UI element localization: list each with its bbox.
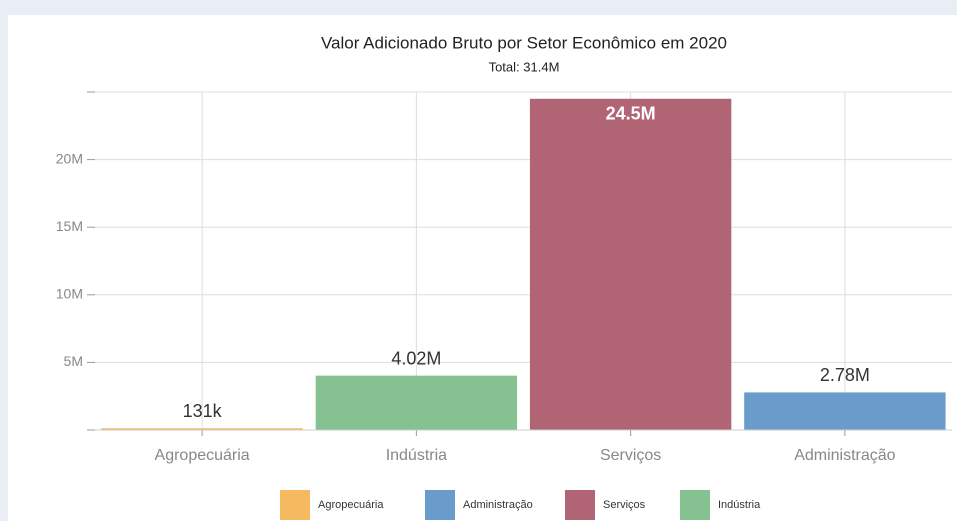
data-label: 24.5M [606, 104, 656, 124]
legend-swatch [680, 490, 710, 520]
legend-label: Indústria [718, 499, 761, 511]
legend-label: Agropecuária [318, 499, 384, 511]
data-label: 4.02M [391, 348, 441, 368]
y-tick-label: 5M [64, 353, 83, 369]
legend-swatch [425, 490, 455, 520]
x-tick-label: Serviços [600, 447, 661, 464]
y-tick-label: 15M [56, 218, 83, 234]
data-label: 2.78M [820, 365, 870, 385]
bar [101, 428, 303, 431]
legend-label: Administração [463, 499, 533, 511]
chart-title: Valor Adicionado Bruto por Setor Econômi… [321, 33, 727, 52]
legend-swatch [565, 490, 595, 520]
x-tick-label: Indústria [386, 447, 447, 464]
y-tick-label: 20M [56, 150, 83, 166]
legend-swatch [280, 490, 310, 520]
y-tick-label: 10M [56, 286, 83, 302]
chart-subtitle: Total: 31.4M [489, 59, 560, 74]
bar [744, 392, 946, 430]
bar [315, 375, 518, 430]
x-tick-label: Agropecuária [155, 447, 250, 464]
x-tick-label: Administração [794, 447, 895, 464]
bar [529, 98, 732, 430]
data-label: 131k [183, 401, 223, 421]
legend-label: Serviços [603, 499, 646, 511]
panel [8, 15, 957, 521]
